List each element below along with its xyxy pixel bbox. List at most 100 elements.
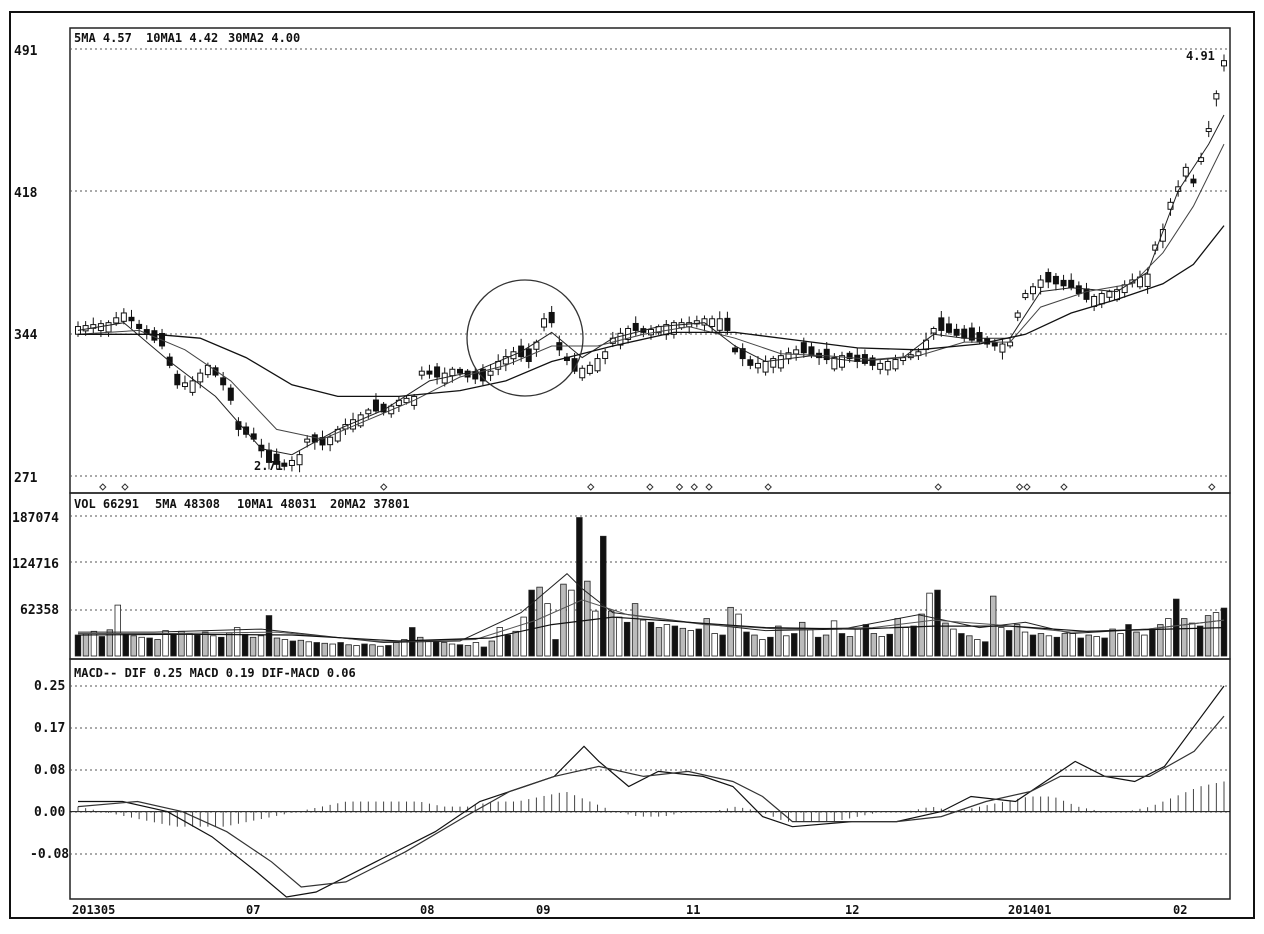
candle-body <box>724 317 731 331</box>
candle-body <box>1022 293 1029 299</box>
candle-body <box>227 387 234 401</box>
candle-body <box>151 330 158 341</box>
volume-bar <box>194 634 201 657</box>
dea-line <box>77 715 1225 888</box>
volume-bar <box>202 631 209 657</box>
candle-body <box>602 351 609 359</box>
x-tick-label: 12 <box>845 903 859 917</box>
volume-bar <box>520 616 527 657</box>
volume-bar <box>560 583 567 657</box>
macd-panel <box>69 658 1231 900</box>
volume-bar <box>663 624 671 657</box>
volume-bar <box>178 630 185 657</box>
price-legend-ma30: 30MA2 4.00 <box>228 31 300 45</box>
candle-body <box>1144 273 1151 287</box>
macd-tick-label: 0.08 <box>34 763 65 778</box>
volume-bar <box>934 589 941 657</box>
candle-body <box>762 360 769 373</box>
candle-body <box>1190 178 1197 184</box>
price-legend-ma5: 5MA 4.57 <box>74 31 132 45</box>
candle-body <box>808 346 815 357</box>
candle-body <box>189 380 196 393</box>
candle-body <box>334 428 341 442</box>
volume-bar <box>393 642 400 657</box>
candle-body <box>1091 295 1098 307</box>
candle-body <box>1007 341 1014 347</box>
volume-bar <box>838 633 846 657</box>
volume-bar <box>791 633 798 657</box>
candle-body <box>1037 279 1044 288</box>
volume-bar <box>210 635 217 657</box>
volume-bar <box>106 629 114 657</box>
volume-bar <box>703 618 710 657</box>
volume-bar <box>886 633 893 657</box>
volume-bar <box>727 606 734 657</box>
price-tick-label: 271 <box>14 471 38 486</box>
volume-bar <box>1013 624 1021 657</box>
volume-bar <box>600 535 607 657</box>
candle-body <box>426 370 433 375</box>
volume-bar <box>615 616 623 657</box>
volume-bar <box>1069 633 1076 657</box>
dif-line <box>78 685 1225 898</box>
event-marker <box>675 483 684 491</box>
volume-bar <box>910 625 917 657</box>
candle-body <box>403 397 410 404</box>
candle-body <box>548 311 555 324</box>
volume-bar <box>942 622 949 657</box>
event-marker <box>934 483 942 491</box>
candle-body <box>1213 93 1220 100</box>
ma30-line <box>78 225 1225 398</box>
volume-bar <box>496 627 503 657</box>
candle-body <box>1221 60 1227 67</box>
macd-legend: MACD-- DIF 0.25 MACD 0.19 DIF-MACD 0.06 <box>74 666 356 680</box>
volume-bar <box>122 633 129 657</box>
candle-body <box>999 343 1006 353</box>
volume-bar <box>329 643 336 657</box>
volume-bar <box>1005 630 1013 657</box>
volume-bar <box>918 613 925 657</box>
volume-bar <box>926 592 933 657</box>
volume-bar <box>186 633 193 657</box>
candle-body <box>747 359 754 366</box>
candle-body <box>1083 288 1090 300</box>
volume-bar <box>273 637 281 657</box>
volume-bar <box>950 628 957 657</box>
volume-bar <box>536 586 543 657</box>
ma10-line <box>77 143 1225 440</box>
volume-bar <box>297 639 305 657</box>
volume-bar <box>440 642 448 657</box>
candle-body <box>281 462 288 467</box>
candle-body <box>273 453 280 465</box>
candle-body <box>632 322 639 331</box>
volume-bar <box>464 645 472 657</box>
candle-body <box>976 332 983 343</box>
candle-body <box>754 362 761 369</box>
volume-bar <box>417 636 424 657</box>
volume-series <box>74 517 1228 657</box>
high-annotation: 4.91 <box>1186 49 1215 63</box>
candle-body <box>892 359 899 370</box>
candle-body <box>472 371 479 380</box>
candle-body <box>304 438 311 443</box>
candle-body <box>449 368 456 377</box>
volume-bar <box>241 633 249 657</box>
x-tick-label: 08 <box>420 903 434 917</box>
volume-bar <box>1173 598 1180 657</box>
volume-bar <box>1165 618 1172 657</box>
vol-legend-ma10: 10MA1 48031 <box>237 497 316 511</box>
candle-body <box>877 362 884 370</box>
candle-body <box>579 367 586 379</box>
candle-body <box>197 372 204 383</box>
volume-bar <box>154 639 161 657</box>
volume-bar <box>337 642 344 657</box>
volume-bar <box>655 627 663 657</box>
x-tick-label: 201401 <box>1008 903 1051 917</box>
candle-body <box>120 312 127 322</box>
volume-bar <box>576 517 583 657</box>
volume-bar <box>846 636 854 657</box>
x-tick-label: 07 <box>246 903 260 917</box>
x-tick-label: 201305 <box>72 903 115 917</box>
x-tick-label: 02 <box>1173 903 1187 917</box>
